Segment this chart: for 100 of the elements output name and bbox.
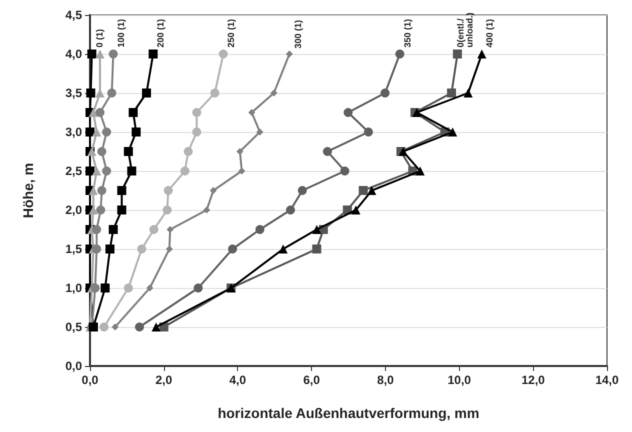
point bbox=[312, 225, 322, 234]
x-tick-label: 14,0 bbox=[595, 373, 619, 387]
point bbox=[87, 50, 96, 58]
point bbox=[192, 128, 202, 136]
point bbox=[218, 50, 228, 58]
point bbox=[107, 88, 116, 98]
point bbox=[286, 206, 296, 214]
point bbox=[452, 50, 462, 58]
text: 0(entl./ unload.) bbox=[455, 12, 474, 48]
point bbox=[112, 324, 119, 330]
y-tick-label: 3,5 bbox=[65, 86, 82, 100]
point bbox=[166, 246, 173, 252]
point bbox=[312, 244, 322, 254]
point bbox=[194, 284, 203, 292]
point bbox=[128, 108, 138, 117]
point bbox=[322, 147, 332, 156]
x-axis-title: horizontale Außenhautverformung, mm bbox=[218, 405, 480, 421]
point bbox=[367, 186, 376, 195]
y-tick-label: 1,5 bbox=[65, 242, 82, 256]
point bbox=[88, 108, 98, 117]
point bbox=[210, 88, 220, 98]
point bbox=[477, 50, 486, 58]
point bbox=[92, 128, 102, 136]
point bbox=[124, 284, 133, 292]
point bbox=[380, 88, 390, 98]
point bbox=[447, 88, 456, 98]
y-tick-label: 1,0 bbox=[65, 281, 82, 295]
point bbox=[146, 284, 154, 292]
point bbox=[97, 147, 106, 156]
point bbox=[278, 244, 288, 254]
point bbox=[162, 206, 172, 214]
x-tick-label: 0,0 bbox=[82, 373, 99, 387]
x-tick-label: 4,0 bbox=[229, 373, 246, 387]
point bbox=[398, 147, 408, 156]
point bbox=[298, 186, 307, 195]
point bbox=[117, 186, 126, 195]
x-tick-label: 10,0 bbox=[448, 373, 472, 387]
point bbox=[344, 108, 353, 117]
point bbox=[448, 128, 458, 136]
y-tick-label: 3,0 bbox=[65, 125, 82, 139]
point bbox=[184, 147, 193, 156]
point bbox=[248, 109, 256, 116]
point bbox=[100, 322, 109, 332]
text: 200 (1) bbox=[156, 18, 166, 48]
point bbox=[192, 108, 202, 117]
point bbox=[142, 88, 151, 98]
point bbox=[132, 128, 141, 136]
point bbox=[228, 244, 238, 254]
point bbox=[286, 50, 293, 58]
point bbox=[105, 244, 114, 254]
y-tick-label: 2,5 bbox=[65, 164, 82, 178]
text: 400 (1) bbox=[484, 18, 494, 48]
y-tick-label: 4,0 bbox=[65, 47, 82, 61]
point bbox=[108, 50, 118, 58]
point bbox=[210, 187, 217, 194]
text: 100 (1) bbox=[116, 18, 126, 48]
x-tick-label: 8,0 bbox=[377, 373, 394, 387]
point bbox=[152, 322, 161, 332]
x-tick-label: 6,0 bbox=[303, 373, 320, 387]
point bbox=[92, 225, 102, 234]
point bbox=[148, 50, 158, 58]
point bbox=[102, 166, 112, 176]
text: 250 (1) bbox=[226, 18, 236, 48]
point bbox=[95, 108, 104, 117]
point bbox=[236, 148, 244, 155]
point bbox=[340, 166, 350, 176]
point bbox=[255, 225, 264, 234]
point bbox=[137, 244, 146, 254]
point bbox=[416, 166, 425, 176]
point bbox=[127, 166, 136, 176]
point bbox=[364, 128, 373, 136]
point bbox=[149, 225, 158, 234]
point bbox=[97, 186, 106, 195]
point bbox=[270, 90, 278, 96]
point bbox=[134, 322, 144, 332]
x-tick-label: 12,0 bbox=[521, 373, 546, 387]
point bbox=[117, 206, 126, 214]
point bbox=[203, 206, 210, 214]
y-tick-label: 4,5 bbox=[65, 8, 82, 22]
point bbox=[100, 284, 110, 292]
point bbox=[92, 244, 102, 254]
point bbox=[86, 166, 94, 176]
point bbox=[108, 225, 118, 234]
text: 350 (1) bbox=[402, 18, 412, 48]
x-tick-label: 2,0 bbox=[156, 373, 173, 387]
point bbox=[86, 128, 94, 136]
point bbox=[92, 166, 102, 176]
point bbox=[395, 50, 404, 58]
point bbox=[351, 206, 360, 214]
point bbox=[256, 128, 264, 136]
point bbox=[164, 186, 173, 195]
point bbox=[166, 226, 174, 233]
y-axis-title: Höhe, m bbox=[20, 162, 36, 218]
y-tick-label: 2,0 bbox=[65, 203, 82, 217]
y-tick-label: 0,0 bbox=[65, 359, 82, 373]
point bbox=[124, 147, 133, 156]
point bbox=[358, 186, 368, 195]
y-tick-label: 0,5 bbox=[65, 320, 82, 334]
point bbox=[180, 166, 190, 176]
point bbox=[464, 88, 473, 98]
